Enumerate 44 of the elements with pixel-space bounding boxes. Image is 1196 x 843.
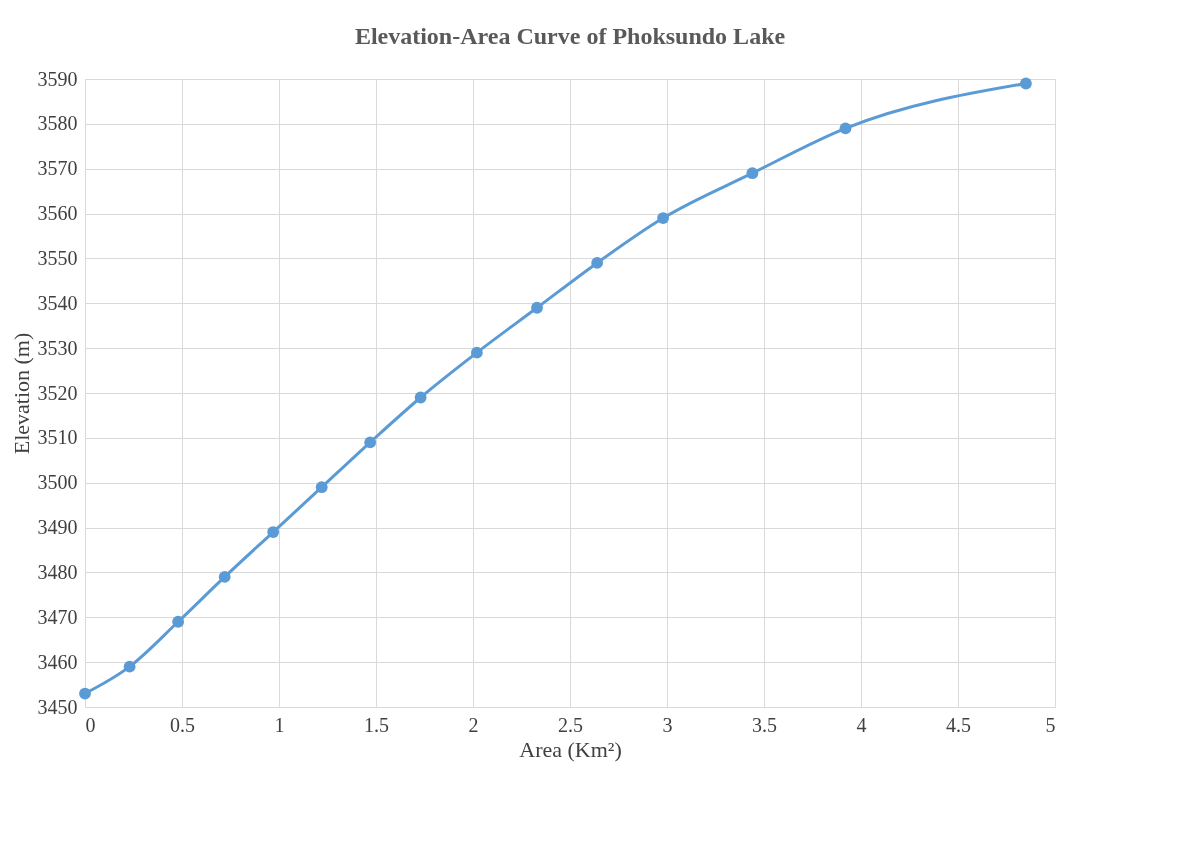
y-tick-label: 3570 [37,157,78,180]
y-tick-label: 3540 [37,291,78,314]
x-tick-label: 0 [85,713,96,736]
x-axis-title: Area (Km²) [519,736,622,762]
x-tick-label: 4.5 [946,713,971,736]
x-tick-label: 1.5 [364,713,389,736]
point [123,660,136,673]
point [839,122,852,135]
y-tick-label: 3490 [37,516,78,539]
y-axis-title: Elevation (m) [8,332,34,455]
y-tick-label: 3530 [37,336,78,359]
chart-title: Elevation-Area Curve of Phoksundo Lake [354,23,786,49]
point [591,257,604,269]
x-tick-label: 3 [662,713,673,736]
y-tick-label: 3590 [37,67,78,90]
point [172,615,185,628]
y-tick-label: 3480 [37,560,78,583]
x-tick-label: 0.5 [170,713,195,736]
y-tick-label: 3520 [37,381,78,404]
point [1019,77,1032,90]
y-tick-label: 3550 [37,246,78,269]
point [218,571,231,583]
point [746,167,759,180]
point [531,301,543,314]
x-tick-label: 4 [856,713,867,736]
point [657,212,670,224]
y-tick-label: 3450 [37,695,78,718]
x-tick-label: 3.5 [752,713,777,736]
y-tick-label: 3470 [37,605,78,628]
point [315,481,328,494]
point [79,687,91,700]
y-tick-label: 3560 [37,202,78,225]
point [364,436,377,449]
x-tick-label: 5 [1045,713,1056,736]
y-tick-label: 3510 [37,426,78,449]
y-tick-label: 3460 [37,650,78,673]
x-tick-label: 2 [468,713,479,736]
point [414,391,427,404]
y-tick-label: 3580 [37,112,78,135]
point [267,526,280,538]
point [470,346,483,359]
x-tick-label: 1 [274,713,285,736]
y-tick-label: 3500 [37,471,78,494]
x-tick-label: 2.5 [558,713,583,736]
